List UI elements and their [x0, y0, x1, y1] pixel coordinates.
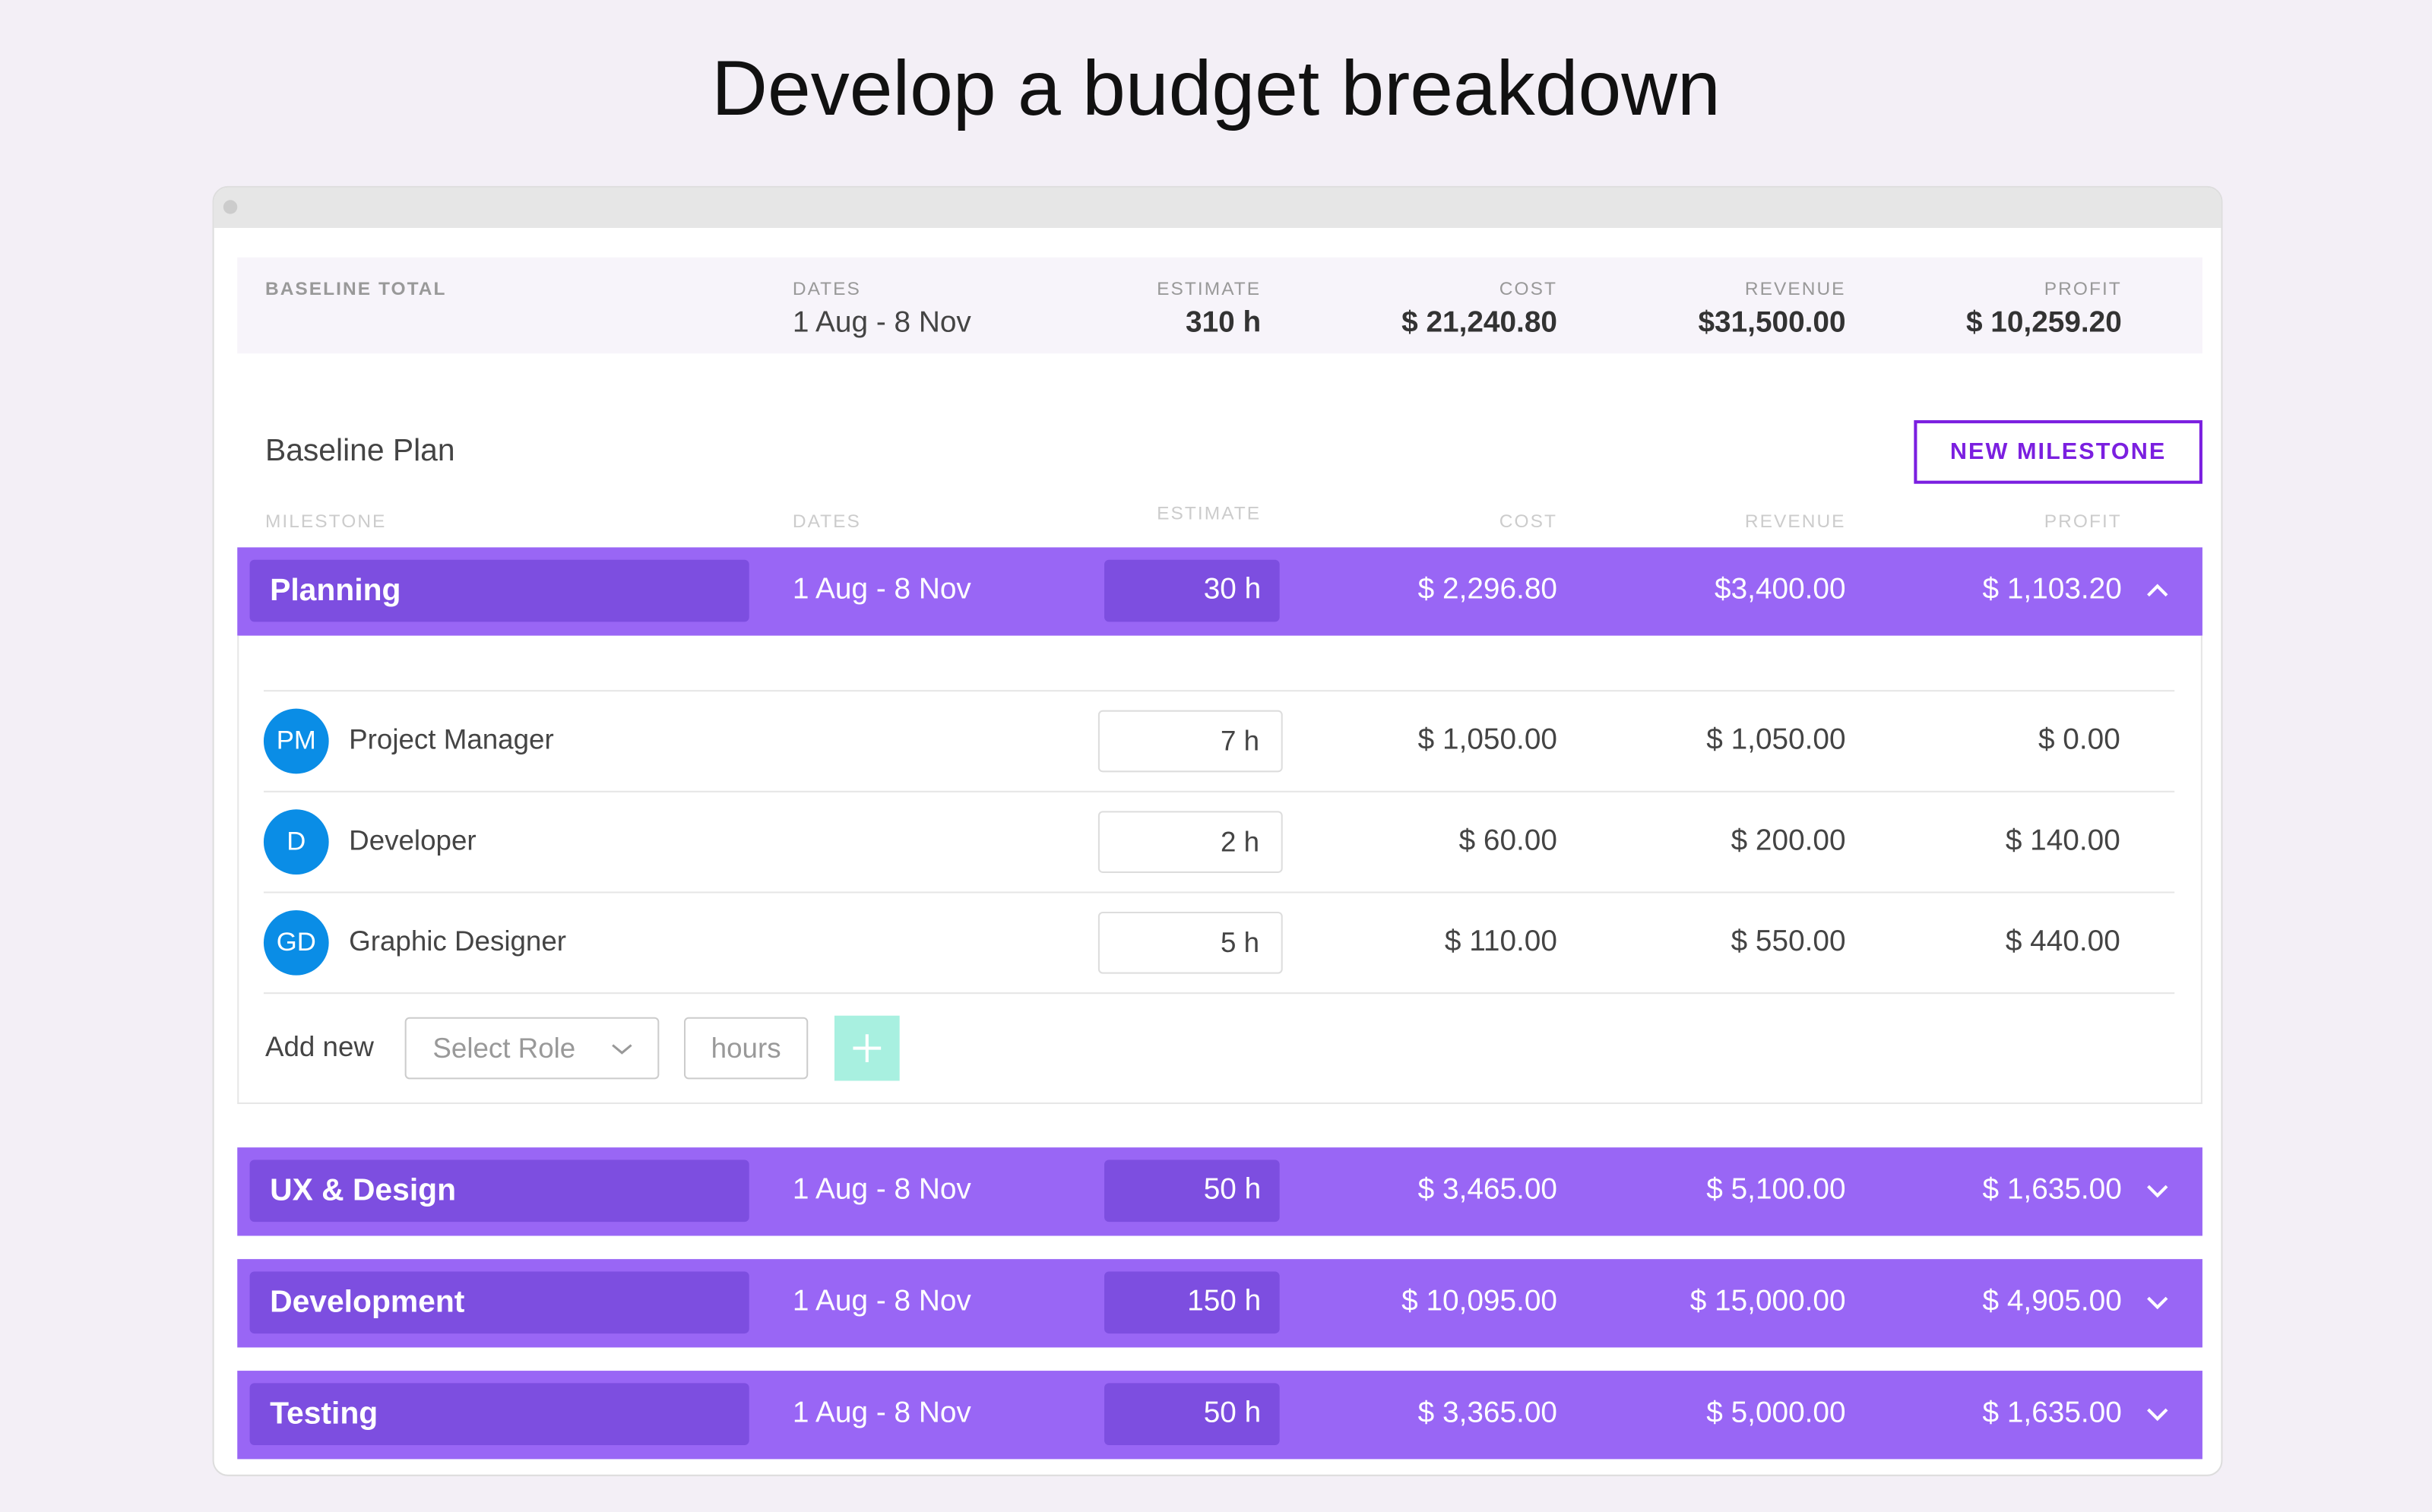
- milestone-name: Development: [270, 1285, 465, 1320]
- chevron-line: [2147, 1408, 2168, 1422]
- milestone-detail: [237, 635, 2202, 1105]
- chevron-line: [2147, 1185, 2168, 1198]
- milestone-revenue: $ 5,100.00: [1706, 1173, 1846, 1206]
- chevron-line: [612, 1044, 632, 1055]
- milestone-estimate-box: [1104, 1159, 1280, 1223]
- divider: [263, 891, 2175, 894]
- summary-box: [237, 257, 2202, 354]
- chevron[interactable]: [2145, 583, 2170, 598]
- add-button[interactable]: [834, 1015, 900, 1081]
- new-milestone-button[interactable]: NEW MILESTONE: [1914, 420, 2202, 484]
- select-chevron: [612, 1044, 632, 1055]
- milestone-dates: 1 Aug - 8 Nov: [792, 1173, 971, 1206]
- summary-value: $ 10,259.20: [1965, 306, 2122, 340]
- divider: [263, 992, 2175, 995]
- summary-label: BASELINE TOTAL: [264, 277, 447, 299]
- title-bar: [214, 187, 2221, 228]
- chevron-line: [2147, 584, 2168, 597]
- summary-col-label: REVENUE: [1744, 277, 1846, 299]
- role-profit: $ 140.00: [2005, 824, 2120, 857]
- page-title: Develop a budget breakdown: [711, 45, 1721, 132]
- milestone-estimate: 50 h: [1203, 1173, 1262, 1206]
- role-cost: $ 110.00: [1444, 925, 1557, 958]
- hours-field[interactable]: hours: [683, 1017, 809, 1080]
- summary-col-label: PROFIT: [2044, 277, 2122, 299]
- role-profit: $ 0.00: [2038, 723, 2120, 757]
- column-header: DATES: [792, 510, 861, 532]
- hours-input[interactable]: 2 h: [1097, 811, 1283, 873]
- milestone-name: UX & Design: [270, 1173, 457, 1208]
- milestone-cost: $ 10,095.00: [1401, 1284, 1557, 1317]
- milestone-dates: 1 Aug - 8 Nov: [792, 573, 971, 606]
- chevron[interactable]: [2145, 1295, 2170, 1310]
- column-header: ESTIMATE: [1157, 501, 1262, 524]
- milestone-name: Planning: [270, 574, 401, 608]
- role-revenue: $ 550.00: [1731, 925, 1846, 958]
- column-header: PROFIT: [2044, 510, 2122, 532]
- role-name: Project Manager: [349, 724, 554, 756]
- milestone-estimate: 30 h: [1203, 573, 1262, 606]
- avatar: D: [263, 809, 329, 875]
- plan-title: Baseline Plan: [264, 434, 455, 469]
- milestone-name-box: [249, 1383, 749, 1446]
- milestone-name: Testing: [270, 1397, 378, 1431]
- summary-col-label: ESTIMATE: [1157, 277, 1262, 299]
- milestone-estimate: 150 h: [1187, 1284, 1262, 1317]
- hours-input[interactable]: 5 h: [1097, 911, 1283, 974]
- summary-value: 310 h: [1186, 306, 1262, 340]
- chevron[interactable]: [2145, 1183, 2170, 1198]
- milestone-profit: $ 1,635.00: [1982, 1396, 2122, 1429]
- summary-col-label: DATES: [792, 277, 861, 299]
- milestone-name-box: [249, 559, 749, 622]
- divider: [263, 690, 2175, 692]
- role-cost: $ 1,050.00: [1417, 723, 1557, 757]
- milestone-profit: $ 4,905.00: [1982, 1284, 2122, 1317]
- avatar: PM: [263, 708, 329, 774]
- milestone-profit: $ 1,635.00: [1982, 1173, 2122, 1206]
- milestone-profit: $ 1,103.20: [1982, 573, 2122, 606]
- role-cost: $ 60.00: [1458, 824, 1557, 857]
- milestone-revenue: $3,400.00: [1715, 573, 1846, 606]
- role-name: Developer: [349, 825, 477, 856]
- hours-input[interactable]: 7 h: [1097, 710, 1283, 773]
- role-name: Graphic Designer: [349, 925, 567, 957]
- milestone-revenue: $ 5,000.00: [1706, 1396, 1846, 1429]
- milestone-estimate: 50 h: [1203, 1396, 1262, 1429]
- avatar: GD: [263, 909, 329, 976]
- column-header: REVENUE: [1744, 510, 1846, 532]
- plus-path: [853, 1034, 882, 1062]
- summary-value: $31,500.00: [1698, 306, 1846, 340]
- column-header: COST: [1499, 510, 1557, 532]
- milestone-dates: 1 Aug - 8 Nov: [792, 1284, 971, 1317]
- role-revenue: $ 200.00: [1731, 824, 1846, 857]
- milestone-cost: $ 2,296.80: [1417, 573, 1557, 606]
- role-revenue: $ 1,050.00: [1706, 723, 1846, 757]
- select-role[interactable]: Select Role: [404, 1017, 660, 1080]
- plus-icon: [853, 1034, 882, 1062]
- add-new-label: Add new: [264, 1031, 374, 1063]
- summary-value: $ 21,240.80: [1401, 306, 1557, 340]
- window-dot: [223, 200, 238, 214]
- chevron-line: [2147, 1296, 2168, 1310]
- milestone-estimate-box: [1104, 1383, 1280, 1446]
- chevron[interactable]: [2145, 1406, 2170, 1422]
- milestone-name-box: [249, 1271, 749, 1334]
- milestone-cost: $ 3,365.00: [1417, 1396, 1557, 1429]
- role-profit: $ 440.00: [2005, 925, 2120, 958]
- milestone-dates: 1 Aug - 8 Nov: [792, 1396, 971, 1429]
- milestone-cost: $ 3,465.00: [1417, 1173, 1557, 1206]
- milestone-revenue: $ 15,000.00: [1689, 1284, 1846, 1317]
- column-header: MILESTONE: [264, 510, 387, 532]
- milestone-estimate-box: [1104, 559, 1280, 622]
- summary-col-label: COST: [1499, 277, 1557, 299]
- summary-value: 1 Aug - 8 Nov: [792, 306, 971, 340]
- milestone-name-box: [249, 1159, 749, 1223]
- milestone-estimate-box: [1104, 1271, 1280, 1334]
- divider: [263, 790, 2175, 792]
